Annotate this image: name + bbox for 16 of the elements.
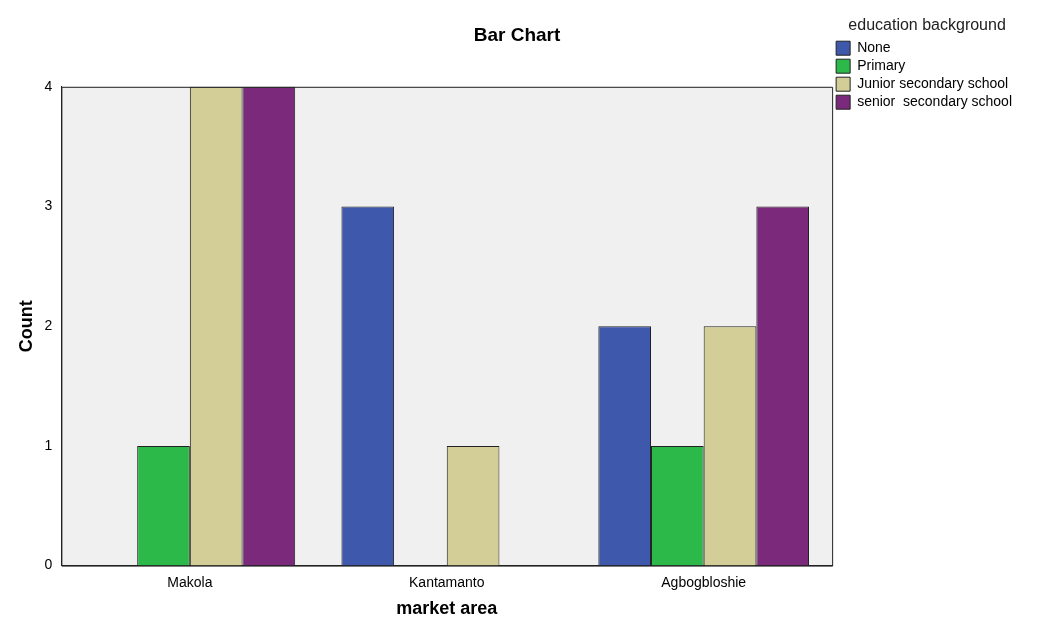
y-tick-label: 4 xyxy=(44,77,53,94)
legend-title: education background xyxy=(848,16,1006,34)
y-axis-title: Count xyxy=(15,300,36,353)
chart-title: Bar Chart xyxy=(473,23,561,45)
y-tick-label: 3 xyxy=(44,197,53,214)
x-axis-title: market area xyxy=(396,598,499,619)
x-tick-label: Kantamanto xyxy=(409,573,485,590)
x-tick-label: Makola xyxy=(167,573,213,590)
legend-label: senior secondary school xyxy=(857,93,1013,110)
legend-label: None xyxy=(857,39,891,56)
y-tick-label: 0 xyxy=(44,556,53,573)
y-tick-label: 2 xyxy=(44,317,53,334)
y-tick-label: 1 xyxy=(44,436,53,453)
legend-label: Primary xyxy=(857,57,906,74)
x-tick-label: Agbogbloshie xyxy=(661,573,747,590)
legend-label: Junior secondary school xyxy=(857,75,1009,92)
